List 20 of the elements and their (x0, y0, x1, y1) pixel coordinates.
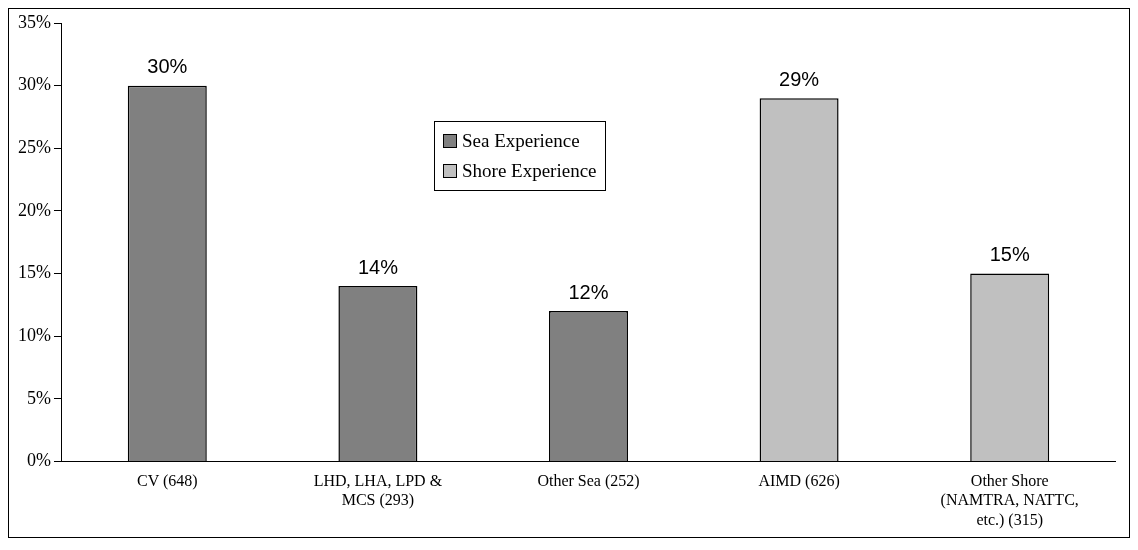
x-tick-label: Other Sea (252) (537, 472, 640, 491)
y-tick-label: 35% (17, 11, 51, 32)
y-tick-label: 25% (17, 136, 51, 157)
y-tick-label: 20% (17, 199, 51, 220)
data-label: 15% (989, 243, 1030, 266)
x-tick-label: AIMD (626) (758, 472, 840, 491)
legend-label: Sea Experience (462, 130, 580, 152)
y-tick-label: 30% (17, 74, 51, 95)
x-tick-label: LHD, LHA, LPD & MCS (293) (313, 472, 443, 510)
data-label: 14% (357, 255, 399, 278)
y-tick-label: 0% (26, 450, 51, 471)
x-tick-label: CV (648) (137, 472, 198, 491)
y-tick-label: 5% (26, 387, 51, 408)
y-tick-label: 15% (17, 262, 51, 283)
data-label: 29% (779, 67, 820, 90)
legend-label: Shore Experience (462, 160, 597, 182)
data-label: 30% (147, 55, 188, 78)
x-tick-label: Other Shore (NAMTRA, NATTC, etc.) (315) (940, 472, 1079, 529)
y-tick-label: 10% (17, 324, 51, 345)
data-label: 12% (568, 280, 609, 303)
